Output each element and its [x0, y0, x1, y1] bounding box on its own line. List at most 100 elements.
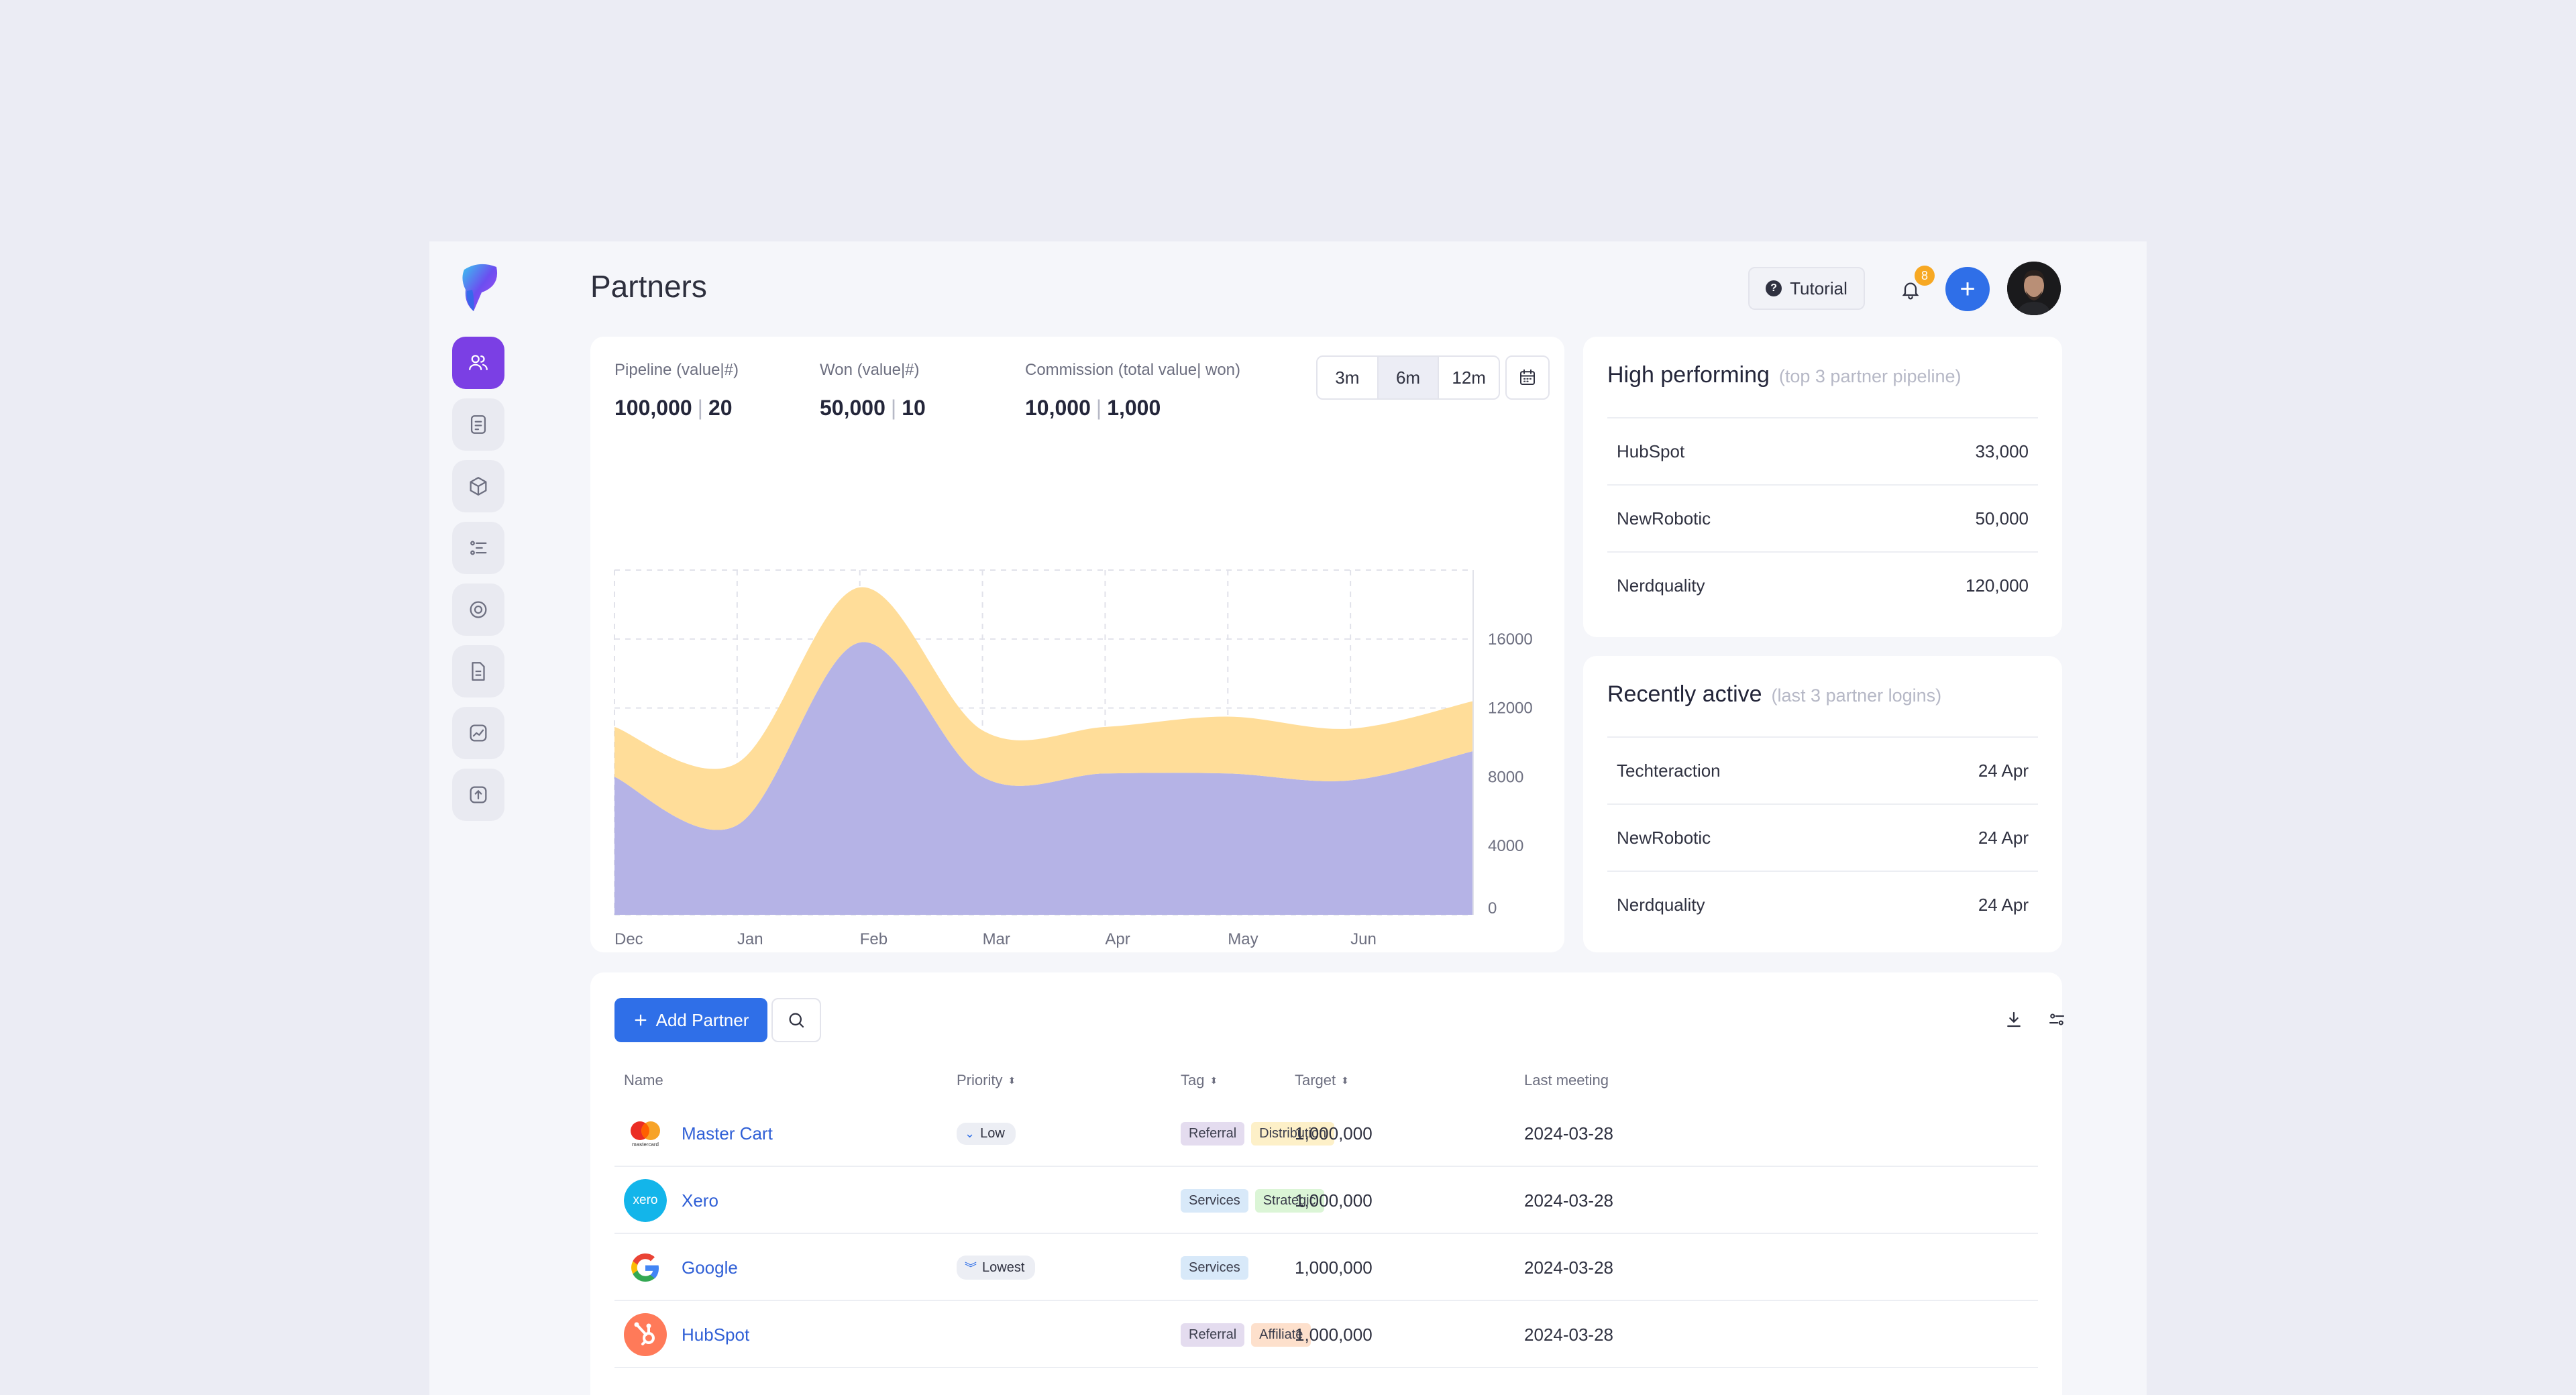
range-3m-button[interactable]: 3m [1318, 357, 1379, 398]
column-header-name[interactable]: Name [624, 1072, 663, 1089]
add-partner-label: Add Partner [655, 1009, 749, 1030]
table-row[interactable]: HubSpot Referral Affiliate 1,000,000 2024-03… [614, 1301, 2038, 1368]
kpi-won: Won (value|#) 50,000 | 10 [820, 361, 926, 421]
kpi-value: 100,000 | 20 [614, 396, 733, 420]
kpi-pipeline: Pipeline (value|#) 100,000 | 20 [614, 361, 739, 421]
partner-row[interactable]: NewRobotic 24 Apr [1607, 803, 2038, 871]
kpi-label: Won (value|#) [820, 361, 920, 379]
cell-last-meeting: 2024-03-28 [1524, 1123, 1613, 1143]
tag-badge[interactable]: Services [1181, 1256, 1248, 1280]
user-avatar[interactable] [2007, 262, 2061, 315]
x-tick-label: May [1228, 930, 1258, 948]
card-subtitle: (top 3 partner pipeline) [1778, 366, 1962, 386]
kpi-amount: 100,000 [614, 396, 692, 420]
kpi-count: 1,000 [1107, 396, 1161, 420]
google-logo [624, 1246, 667, 1289]
tag-badge[interactable]: Affiliate [1251, 1323, 1311, 1347]
card-title-text: High performing [1607, 362, 1770, 388]
partner-name-link[interactable]: Master Cart [682, 1123, 773, 1143]
column-header-last-meeting[interactable]: Last meeting [1524, 1072, 1609, 1089]
sidebar-item-uploads[interactable] [452, 769, 504, 821]
tag-badge[interactable]: Referral [1181, 1323, 1245, 1347]
partner-name: NewRobotic [1617, 827, 1711, 848]
kpi-label: Pipeline (value|#) [614, 361, 739, 379]
table-row[interactable]: xero Xero Services Strategic 1,000,000 2024-0… [614, 1167, 2038, 1234]
partner-row[interactable]: HubSpot 33,000 [1607, 417, 2038, 484]
column-label: Target [1295, 1072, 1336, 1089]
filter-settings-button[interactable] [2043, 1006, 2070, 1033]
sidebar-item-goals[interactable] [452, 583, 504, 636]
tag-badge[interactable]: Services [1181, 1188, 1248, 1213]
add-partner-button[interactable]: Add Partner [614, 998, 767, 1042]
add-button[interactable]: + [1945, 267, 1990, 311]
hubspot-logo-icon [624, 1313, 667, 1356]
tutorial-label: Tutorial [1790, 278, 1847, 298]
partner-row[interactable]: NewRobotic 50,000 [1607, 484, 2038, 551]
range-12m-button[interactable]: 12m [1452, 367, 1486, 388]
partner-name-link[interactable]: Xero [682, 1190, 718, 1211]
partner-row[interactable]: Nerdquality 24 Apr [1607, 871, 2038, 938]
x-tick-label: Dec [614, 930, 643, 948]
x-tick-label: Jan [737, 930, 763, 948]
download-button[interactable] [2000, 1006, 2027, 1033]
sidebar-nav [452, 337, 504, 830]
cell-tags: Services Strategic [1181, 1167, 1331, 1234]
column-header-priority[interactable]: Priority ⬍ [957, 1072, 1016, 1089]
card-subtitle: (last 3 partner logins) [1771, 685, 1942, 706]
google-logo-icon [631, 1253, 659, 1282]
priority-badge[interactable]: ︾ Lowest [957, 1256, 1036, 1280]
column-header-tag[interactable]: Tag ⬍ [1181, 1072, 1218, 1089]
table-row[interactable]: Google ︾ Lowest Services 1,000,000 2024-03-28 [614, 1234, 2038, 1301]
table-row[interactable]: mastercard Master Cart ⌄ Low Referral Distrib… [614, 1100, 2038, 1167]
cell-target: 1,000,000 [1295, 1257, 1373, 1278]
range-6m-button[interactable]: 6m [1378, 357, 1440, 398]
kpi-commission: Commission (total value| won) 10,000 | 1,0… [1025, 361, 1240, 421]
sidebar-item-partners[interactable] [452, 337, 504, 389]
partner-name: Techteraction [1617, 760, 1721, 781]
app-logo[interactable] [459, 263, 502, 314]
settings-sliders-icon [2049, 1013, 2065, 1025]
sort-icon: ⬍ [1341, 1075, 1349, 1086]
x-tick-label: Feb [860, 930, 888, 948]
partner-name: Nerdquality [1617, 894, 1705, 915]
priority-badge[interactable]: ⌄ Low [957, 1122, 1016, 1145]
app-window: Partners ? Tutorial 8 + Pipeline (value|… [429, 241, 2147, 1395]
tag-badge[interactable]: Distribution [1251, 1121, 1335, 1146]
partner-row[interactable]: Techteraction 24 Apr [1607, 736, 2038, 803]
y-tick-label: 0 [1488, 899, 1497, 917]
partner-row[interactable]: Nerdquality 120,000 [1607, 551, 2038, 618]
sidebar-item-documents[interactable] [452, 398, 504, 451]
notification-badge: 8 [1915, 266, 1935, 286]
notifications-button[interactable] [1892, 271, 1929, 309]
column-label: Tag [1181, 1072, 1205, 1089]
tutorial-button[interactable]: ? Tutorial [1748, 267, 1865, 310]
avatar-image [2007, 262, 2061, 315]
partner-name-link[interactable]: Google [682, 1257, 738, 1278]
cell-name: xero Xero [624, 1167, 718, 1234]
sort-icon: ⬍ [1210, 1075, 1218, 1086]
partner-date: 24 Apr [1978, 894, 2029, 915]
tag-badge[interactable]: Strategic [1254, 1188, 1324, 1213]
users-icon [469, 355, 488, 371]
date-picker-button[interactable] [1505, 355, 1550, 400]
mastercard-logo-icon [631, 1121, 660, 1140]
kpi-count: 20 [708, 396, 733, 420]
x-tick-label: Jun [1350, 930, 1377, 948]
sidebar-item-analytics[interactable] [452, 707, 504, 759]
partner-name-link[interactable]: HubSpot [682, 1324, 750, 1345]
sidebar-item-tasks[interactable] [452, 522, 504, 574]
x-tick-label: Mar [983, 930, 1010, 948]
card-title: Recently active (last 3 partner logins) [1607, 681, 1941, 708]
sidebar-item-products[interactable] [452, 460, 504, 512]
y-tick-label: 12000 [1488, 700, 1533, 718]
search-button[interactable] [771, 998, 821, 1042]
mastercard-logo: mastercard [624, 1112, 667, 1155]
cell-target: 1,000,000 [1295, 1324, 1373, 1345]
sidebar-item-files[interactable] [452, 645, 504, 698]
cell-last-meeting: 2024-03-28 [1524, 1257, 1613, 1278]
tag-badge[interactable]: Referral [1181, 1121, 1245, 1146]
upload-icon [470, 786, 487, 803]
column-header-target-label[interactable]: Target ⬍ [1295, 1072, 1349, 1089]
cell-last-meeting: 2024-03-28 [1524, 1324, 1613, 1345]
time-range-selector: 3m 6m 12m [1316, 355, 1500, 400]
